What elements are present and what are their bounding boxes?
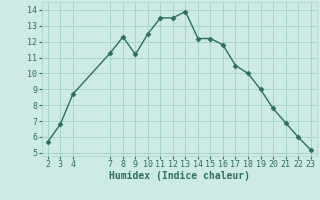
- X-axis label: Humidex (Indice chaleur): Humidex (Indice chaleur): [109, 171, 250, 181]
